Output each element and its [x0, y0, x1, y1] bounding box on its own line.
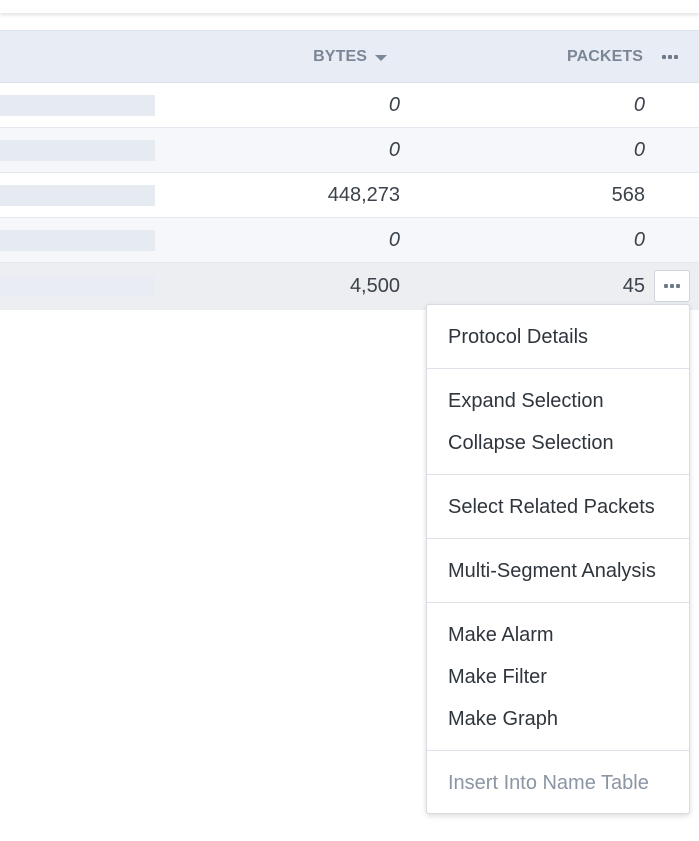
name-placeholder-bar — [0, 185, 155, 206]
name-placeholder-bar — [0, 95, 155, 116]
menu-item-make-alarm[interactable]: Make Alarm — [448, 624, 554, 646]
top-toolbar — [0, 0, 699, 13]
bytes-cell: 0 — [388, 94, 400, 116]
name-placeholder-bar — [0, 140, 155, 161]
menu-item-select-related-packets[interactable]: Select Related Packets — [448, 496, 655, 518]
menu-item-make-graph[interactable]: Make Graph — [448, 708, 559, 730]
bytes-cell: 4,500 — [349, 275, 400, 297]
menu-group: Protocol Details — [427, 305, 689, 369]
row-context-menu: Protocol Details Expand Selection Collap… — [426, 304, 690, 814]
table-header: BYTES PACKETS — [0, 30, 699, 83]
menu-item-insert-into-name-table: Insert Into Name Table — [448, 772, 649, 794]
column-header-bytes[interactable]: BYTES — [313, 48, 367, 65]
table-row[interactable]: 448,273 568 — [0, 173, 699, 218]
more-horizontal-icon — [655, 271, 689, 301]
packets-cell: 568 — [611, 184, 645, 206]
menu-item-expand-selection[interactable]: Expand Selection — [448, 390, 604, 412]
column-header-packets[interactable]: PACKETS — [567, 48, 643, 65]
menu-group: Multi-Segment Analysis — [427, 539, 689, 603]
row-actions-button[interactable] — [654, 270, 690, 302]
name-placeholder-bar — [0, 230, 155, 251]
menu-group: Insert Into Name Table — [427, 751, 689, 814]
packets-cell: 0 — [633, 94, 645, 116]
data-table: BYTES PACKETS 0 0 0 0 448,273 568 0 0 4,… — [0, 30, 699, 310]
menu-item-multi-segment-analysis[interactable]: Multi-Segment Analysis — [448, 560, 656, 582]
packets-cell: 0 — [633, 229, 645, 251]
table-row[interactable]: 4,500 45 — [0, 263, 699, 310]
menu-item-make-filter[interactable]: Make Filter — [448, 666, 547, 688]
menu-group: Expand Selection Collapse Selection — [427, 369, 689, 475]
menu-item-protocol-details[interactable]: Protocol Details — [448, 326, 589, 348]
packets-cell: 45 — [622, 275, 645, 297]
bytes-cell: 0 — [388, 139, 400, 161]
table-row[interactable]: 0 0 — [0, 218, 699, 263]
caret-down-icon[interactable] — [375, 55, 387, 61]
bytes-cell: 0 — [388, 229, 400, 251]
name-placeholder-bar — [0, 275, 155, 296]
more-horizontal-icon[interactable] — [659, 49, 681, 65]
menu-group: Select Related Packets — [427, 475, 689, 539]
table-row[interactable]: 0 0 — [0, 128, 699, 173]
table-row[interactable]: 0 0 — [0, 83, 699, 128]
bytes-cell: 448,273 — [327, 184, 400, 206]
menu-item-collapse-selection[interactable]: Collapse Selection — [448, 432, 614, 454]
menu-group: Make Alarm Make Filter Make Graph — [427, 603, 689, 751]
packets-cell: 0 — [633, 139, 645, 161]
